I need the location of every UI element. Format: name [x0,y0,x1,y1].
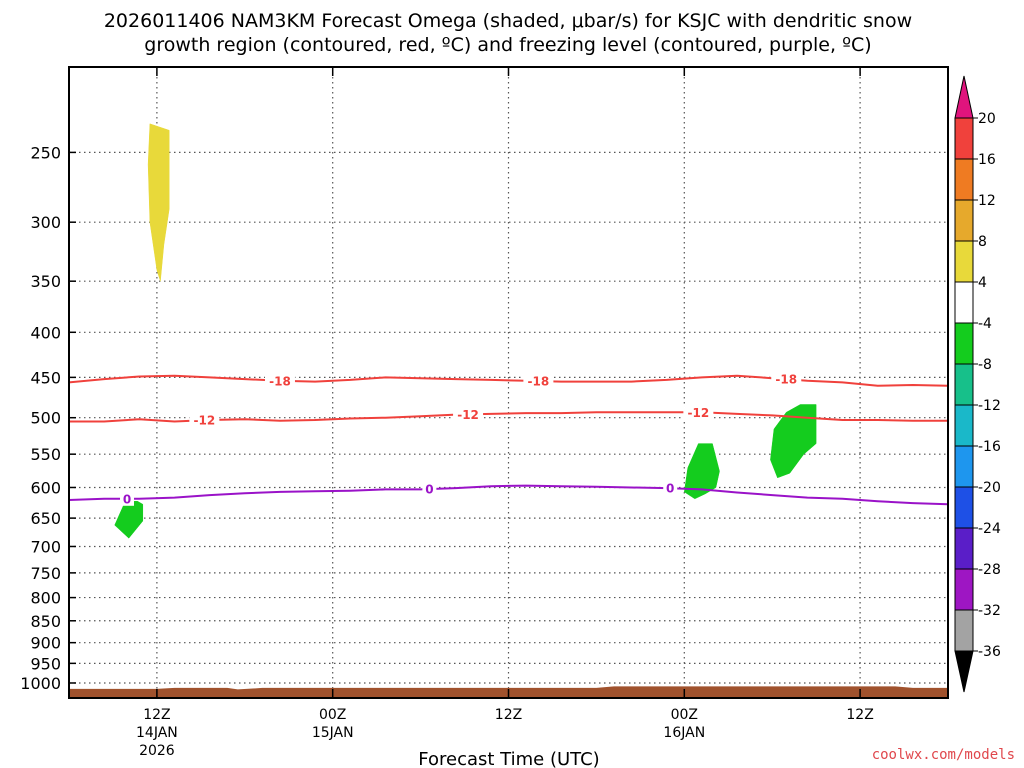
y-tick-label: 750 [30,564,61,583]
chart-title-line-2: growth region (contoured, red, ºC) and f… [144,34,871,56]
colorbar-label: -32 [978,603,1001,619]
colorbar-bin--20--16 [954,445,974,488]
y-tick-label: 550 [30,445,61,464]
colorbar-bin--24--20 [954,486,974,529]
y-tick-label: 400 [30,323,61,342]
omega-shading-layer [114,123,817,539]
x-axis-title: Forecast Time (UTC) [418,749,599,768]
colorbar-bin-4-8 [954,240,974,283]
y-tick-label: 650 [30,509,61,528]
colorbar-label: -8 [978,357,992,373]
x-tick-label: 12Z [846,707,873,723]
colorbar-label: -24 [978,521,1001,537]
x-tick-label-date: 14JAN [136,725,178,741]
colorbar-label: 4 [978,275,987,291]
y-tick-label: 800 [30,589,61,608]
colorbar-bin--28--24 [954,527,974,570]
contour-label: -12 [457,408,479,422]
colorbar-bin-12-16 [954,158,974,201]
colorbar-label: 20 [978,111,996,127]
x-tick-label: 00Z [319,707,346,723]
colorbar-bin--16--12 [954,404,974,447]
contour-label: -18 [528,375,550,389]
contour-label: -18 [269,374,291,388]
x-tick-label-date: 15JAN [312,725,354,741]
colorbar: 20 16 12 8 4 -4 -8 -12 -16 -20 -24 -28 -32 -36 [954,75,1001,693]
colorbar-bin--4-4 [954,281,974,324]
contour-label-bg [453,407,484,422]
contour-label: 0 [123,492,131,506]
chart-title-line-1: 2026011406 NAM3KM Forecast Omega (shaded… [104,10,912,32]
colorbar-label: 8 [978,234,987,250]
colorbar-over-arrow [954,75,974,119]
colorbar-bin-8-12 [954,199,974,242]
plot-area: -18 -18 -18 -12 -12 -12 0 0 0 [68,66,949,699]
contour-label-bg [683,405,714,420]
colorbar-bin--8--4 [954,322,974,365]
colorbar-label: -16 [978,439,1001,455]
contour-line-2 [69,484,948,506]
y-tick-label: 850 [30,612,61,631]
credit-text: coolwx.com/models [872,747,1015,763]
x-tick-label-year: 2026 [139,743,175,759]
colorbar-label: 12 [978,193,996,209]
x-tick-label: 12Z [495,707,522,723]
contour-label: -12 [688,406,710,420]
contour-label-bg [264,373,295,388]
omega-region-4 [770,404,817,479]
colorbar-bin-16-20 [954,117,974,160]
y-tick-label: 700 [30,537,61,556]
y-tick-label: 250 [30,143,61,162]
colorbar-bin--12--8 [954,363,974,406]
colorbar-label: -28 [978,562,1001,578]
colorbar-label: -12 [978,398,1001,414]
contour-label-bg [422,482,437,497]
y-tick-label: 1000 [20,674,61,693]
contour-label: -12 [194,414,216,428]
omega-region-2 [114,501,144,539]
colorbar-label: 16 [978,152,996,168]
colorbar-bin--32--28 [954,568,974,611]
contour-label-bg [120,491,135,506]
colorbar-label: -4 [978,316,992,332]
omega-region-1 [147,123,170,282]
y-tick-label: 500 [30,409,61,428]
colorbar-label: -36 [978,644,1001,660]
contour-label-bg [189,413,220,428]
x-axis: 12Z 14JAN 2026 00Z 15JAN 12Z 00Z 16JAN 12Z [136,67,874,759]
contour-line-0 [69,374,948,387]
contour-label-bg [663,481,678,496]
colorbar-under-arrow [954,650,974,693]
contour-layer: -18 -18 -18 -12 -12 -12 0 0 0 [69,372,948,506]
colorbar-bin--36--32 [954,609,974,652]
contour-label-bg [771,372,802,387]
contour-label: -18 [775,373,797,387]
y-tick-label: 950 [30,654,61,673]
contour-label: 0 [425,483,433,497]
x-tick-label: 00Z [671,707,698,723]
x-tick-label: 12Z [143,707,170,723]
y-tick-label: 450 [30,368,61,387]
y-tick-label: 900 [30,634,61,653]
x-tick-label-date: 16JAN [663,725,705,741]
colorbar-label: -20 [978,480,1001,496]
y-tick-label: 300 [30,213,61,232]
contour-label-bg [523,374,554,389]
y-tick-label: 600 [30,478,61,497]
y-axis: 250 300 350 400 450 500 550 600 650 700 750 800 850 9… [20,143,76,693]
omega-region-3 [684,443,720,500]
contour-label: 0 [666,482,674,496]
y-tick-label: 350 [30,272,61,291]
